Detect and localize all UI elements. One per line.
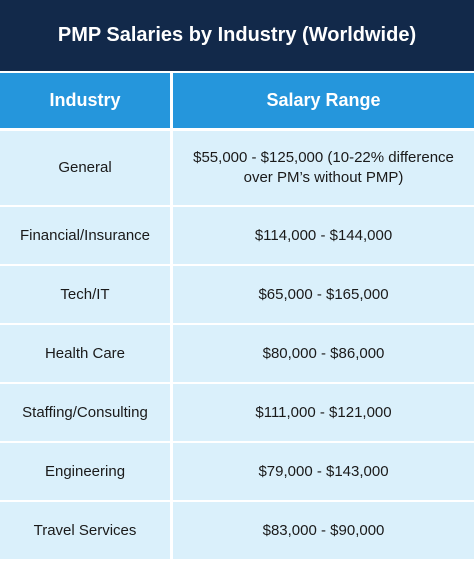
- table-body: General $55,000 - $125,000 (10-22% diffe…: [0, 131, 474, 561]
- salary-cell: $80,000 - $86,000: [173, 325, 474, 382]
- table-title: PMP Salaries by Industry (Worldwide): [0, 0, 474, 71]
- table-row: Staffing/Consulting $111,000 - $121,000: [0, 384, 474, 441]
- salary-text: $55,000 - $125,000 (10-22% difference ov…: [193, 149, 454, 186]
- industry-cell: Tech/IT: [0, 266, 170, 323]
- salary-cell: $55,000 - $125,000 (10-22% difference ov…: [173, 131, 474, 205]
- salary-range-column-header: Salary Range: [173, 73, 474, 128]
- table-row: Engineering $79,000 - $143,000: [0, 443, 474, 500]
- salary-cell: $83,000 - $90,000: [173, 502, 474, 559]
- table-row: Travel Services $83,000 - $90,000: [0, 502, 474, 559]
- industry-cell: Travel Services: [0, 502, 170, 559]
- salary-cell: $79,000 - $143,000: [173, 443, 474, 500]
- table-row: Health Care $80,000 - $86,000: [0, 325, 474, 382]
- table-row: Financial/Insurance $114,000 - $144,000: [0, 207, 474, 264]
- industry-cell: Financial/Insurance: [0, 207, 170, 264]
- industry-cell: Staffing/Consulting: [0, 384, 170, 441]
- industry-cell: General: [0, 131, 170, 205]
- header-row: Industry Salary Range: [0, 73, 474, 128]
- table-row: Tech/IT $65,000 - $165,000: [0, 266, 474, 323]
- table-row: General $55,000 - $125,000 (10-22% diffe…: [0, 131, 474, 205]
- salary-cell: $65,000 - $165,000: [173, 266, 474, 323]
- industry-cell: Engineering: [0, 443, 170, 500]
- salary-cell: $111,000 - $121,000: [173, 384, 474, 441]
- industry-cell: Health Care: [0, 325, 170, 382]
- industry-column-header: Industry: [0, 73, 170, 128]
- salary-cell: $114,000 - $144,000: [173, 207, 474, 264]
